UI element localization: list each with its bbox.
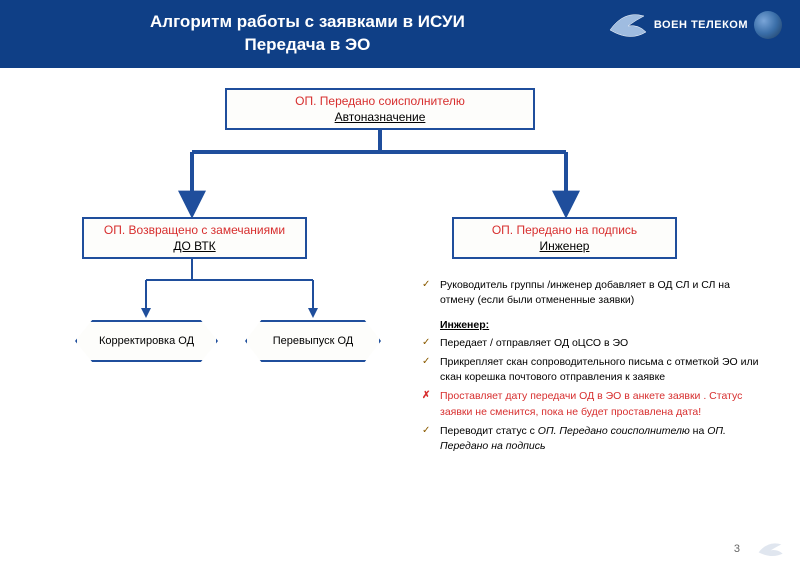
notes-list: Руководитель группы /инженер добавляет в…	[422, 278, 760, 308]
slide: Алгоритм работы с заявками в ИСУИ Переда…	[0, 0, 800, 565]
note-item: Передает / отправляет ОД оЦСО в ЭО	[422, 336, 760, 351]
footer-swish-icon	[756, 539, 784, 559]
notes-list-2: Передает / отправляет ОД оЦСО в ЭО Прикр…	[422, 336, 760, 455]
note-item-warning: Проставляет дату передачи ОД в ЭО в анке…	[422, 389, 760, 419]
slide-number: 3	[734, 543, 740, 555]
notes: Руководитель группы /инженер добавляет в…	[422, 278, 760, 458]
notes-subhead: Инженер:	[440, 318, 489, 333]
note-item: Переводит статус с ОП. Передано соисполн…	[422, 424, 760, 454]
note-item: Руководитель группы /инженер добавляет в…	[422, 278, 760, 308]
note-item: Прикрепляет скан сопроводительного письм…	[422, 355, 760, 385]
